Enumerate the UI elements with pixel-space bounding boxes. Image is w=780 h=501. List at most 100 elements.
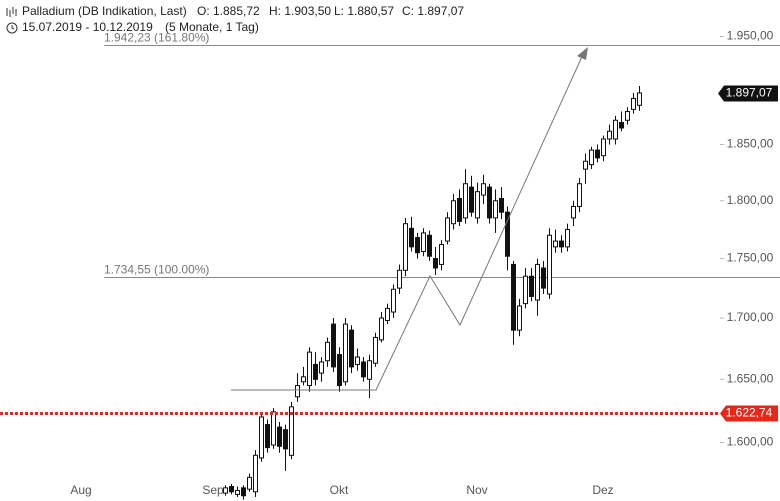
candle-body xyxy=(223,487,228,494)
candle-body xyxy=(385,307,390,321)
x-tick-label: Sep xyxy=(202,483,224,497)
candle-body xyxy=(367,360,372,380)
candle-body xyxy=(529,275,534,297)
candle-body xyxy=(565,228,570,248)
candle-body xyxy=(277,426,282,447)
open-value: O: 1.885,72 xyxy=(197,4,260,18)
candle-body xyxy=(235,489,240,495)
candle-body xyxy=(595,149,600,159)
candle-body xyxy=(517,305,522,331)
candle-body xyxy=(337,354,342,387)
level-label: 1.734,55 (100.00%) xyxy=(104,263,209,277)
candle-body xyxy=(571,205,576,219)
candle-body xyxy=(349,329,354,368)
y-tick-label: 1.600,00 xyxy=(727,435,774,449)
header: Palladium (DB Indikation, Last) O: 1.885… xyxy=(6,4,464,34)
instrument: Palladium (DB Indikation, Last) xyxy=(22,4,187,18)
candle-body xyxy=(397,269,402,289)
candle-body xyxy=(481,183,486,196)
high-value: H: 1.903,50 xyxy=(269,4,331,18)
candle-body xyxy=(487,186,492,219)
low-value: L: 1.880,57 xyxy=(334,4,394,18)
y-tick-label: 1.750,00 xyxy=(727,251,774,265)
candle-body xyxy=(307,351,312,387)
last-price-box xyxy=(718,85,778,102)
y-tick-label: 1.950,00 xyxy=(727,29,774,43)
candle-body xyxy=(499,197,504,213)
candle-body xyxy=(427,234,432,257)
candle-body xyxy=(601,138,606,157)
candle-body xyxy=(403,223,408,271)
plot-area: 1.942,23 (161.80%) 1.734,55 (100.00%) xyxy=(104,31,780,500)
candle-body xyxy=(607,130,612,140)
alert-label-box xyxy=(720,405,778,422)
clock-icon xyxy=(6,22,18,34)
candle-body xyxy=(619,121,624,129)
chart-icon xyxy=(6,7,17,17)
level-label: 1.942,23 (161.80%) xyxy=(104,31,209,45)
candle-body xyxy=(433,258,438,269)
candle-body xyxy=(475,191,480,219)
candle-body xyxy=(409,227,414,248)
candle-body xyxy=(493,200,498,219)
candle-body xyxy=(445,217,450,242)
y-tick-label: 1.700,00 xyxy=(727,310,774,324)
candle-body xyxy=(541,267,546,289)
projection-pattern xyxy=(231,47,588,391)
candle-body xyxy=(505,211,510,257)
y-tick-label: 1.850,00 xyxy=(727,137,774,151)
candle-body xyxy=(391,288,396,313)
candle-body xyxy=(577,183,582,207)
candle-body xyxy=(379,317,384,341)
candle-body xyxy=(463,183,468,219)
candle-body xyxy=(289,406,294,456)
candle-body xyxy=(631,97,636,110)
candle-body xyxy=(625,111,630,121)
candle-body xyxy=(319,361,324,374)
candle-body xyxy=(439,244,444,265)
candle-body xyxy=(589,149,594,166)
candle-body xyxy=(637,92,642,106)
candle-body xyxy=(415,237,420,254)
date-range: 15.07.2019 - 10.12.2019 xyxy=(22,20,153,34)
overlay: 1.600,00 1.650,00 1.700,00 1.750,00 1.800,00… xyxy=(0,29,778,497)
candle-body xyxy=(361,361,366,378)
candle-body xyxy=(523,275,528,305)
candle-body xyxy=(421,232,426,253)
candle-body xyxy=(331,323,336,368)
candle-body xyxy=(301,376,306,383)
candle-body xyxy=(355,356,360,365)
alert-label: 1.622,74 xyxy=(726,406,773,420)
x-tick-label: Okt xyxy=(330,483,349,497)
candle-body xyxy=(547,234,552,295)
x-tick-label: Aug xyxy=(70,483,91,497)
candle-body xyxy=(457,197,462,222)
y-tick-label: 1.800,00 xyxy=(727,193,774,207)
candle-body xyxy=(559,240,564,248)
candle-body xyxy=(583,160,588,170)
y-tick-label: 1.650,00 xyxy=(727,371,774,385)
candle-body xyxy=(265,424,270,449)
candle-body xyxy=(511,263,516,331)
candle-body xyxy=(469,186,474,213)
candle-body xyxy=(253,454,258,493)
candle-body xyxy=(343,323,348,383)
x-tick-label: Dez xyxy=(592,483,613,497)
candle-body xyxy=(553,240,558,248)
candle-body xyxy=(295,385,300,398)
candle-body xyxy=(259,416,264,459)
candle-body xyxy=(451,200,456,225)
candle-body xyxy=(241,487,246,497)
candle-body xyxy=(613,119,618,140)
candle-body xyxy=(229,486,234,493)
candle-body xyxy=(247,476,252,490)
candle-body xyxy=(313,363,318,380)
candle-body xyxy=(325,341,330,362)
duration: (5 Monate, 1 Tag) xyxy=(165,20,259,34)
candle-body xyxy=(535,263,540,301)
candle-body xyxy=(373,336,378,364)
x-tick-label: Nov xyxy=(466,483,487,497)
close-value: C: 1.897,07 xyxy=(402,4,464,18)
